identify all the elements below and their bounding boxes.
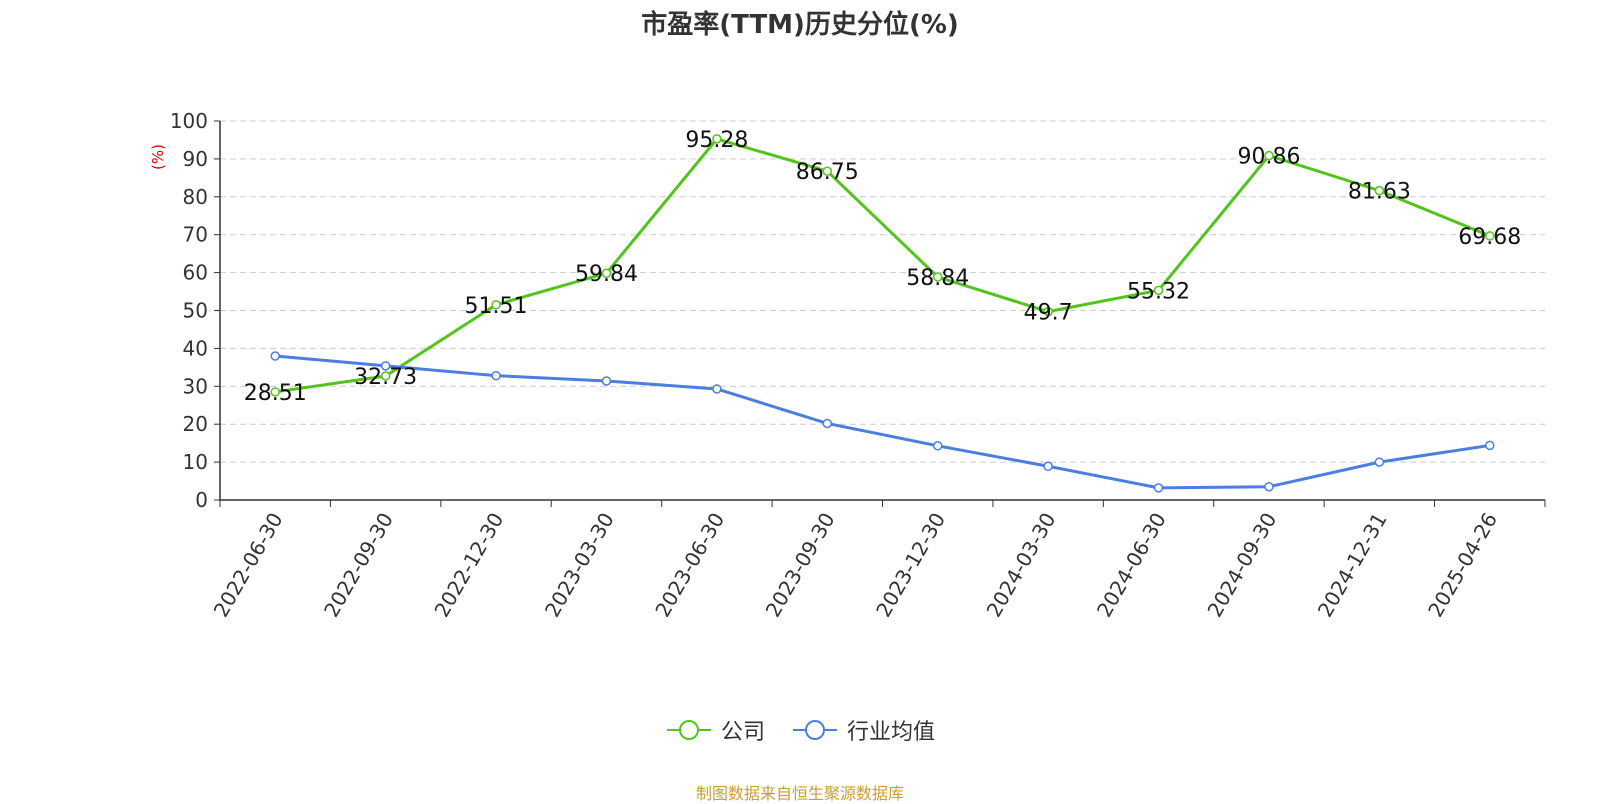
- data-point-1: [380, 361, 391, 371]
- data-label: 95.28: [685, 128, 748, 153]
- y-tick-label: 70: [183, 223, 208, 247]
- series-line-0: [274, 137, 1491, 394]
- data-point-1: [270, 351, 280, 361]
- y-tick-label: 0: [195, 488, 208, 512]
- data-label: 49.7: [1024, 301, 1073, 326]
- y-tick-label: 60: [183, 261, 208, 285]
- legend-item-company[interactable]: 公司: [665, 714, 765, 746]
- x-tick-label: 2022-06-30: [209, 509, 288, 622]
- data-label: 90.86: [1237, 145, 1300, 170]
- x-tick-label: 2023-12-30: [871, 509, 950, 622]
- data-label: 55.32: [1127, 279, 1190, 304]
- data-point-1: [712, 384, 722, 394]
- data-point-0: [270, 387, 280, 397]
- x-tick-label: 2024-06-30: [1092, 509, 1171, 622]
- data-label: 51.51: [465, 294, 528, 319]
- data-point-1: [1153, 483, 1164, 493]
- y-tick-label: 50: [183, 299, 208, 323]
- series-line-1: [275, 354, 1491, 490]
- x-tick-label: 2023-06-30: [650, 509, 729, 622]
- data-point-0: [712, 134, 722, 144]
- data-label: 86.75: [796, 160, 859, 185]
- data-point-1: [822, 418, 833, 429]
- data-point-0: [822, 166, 833, 176]
- data-point-0: [601, 268, 612, 278]
- data-point-1: [1043, 461, 1053, 472]
- x-tick-label: 2024-12-31: [1313, 509, 1392, 622]
- y-tick-label: 30: [183, 374, 208, 398]
- y-tick-label: 80: [183, 185, 208, 209]
- data-point-1: [1485, 440, 1495, 451]
- data-point-1: [1374, 457, 1385, 467]
- y-tick-label: 40: [183, 336, 208, 360]
- y-axis-label: (%): [149, 144, 167, 170]
- x-tick-label: 2022-09-30: [319, 509, 398, 622]
- x-tick-label: 2023-03-30: [540, 509, 619, 622]
- data-label: 69.68: [1458, 225, 1521, 250]
- data-label: 58.84: [906, 266, 969, 291]
- y-tick-label: 90: [183, 147, 208, 171]
- data-point-0: [1374, 185, 1385, 196]
- x-tick-label: 2024-09-30: [1202, 509, 1281, 622]
- data-point-1: [1264, 481, 1274, 492]
- data-point-0: [1264, 150, 1274, 161]
- legend-item-industry-average[interactable]: 行业均值: [791, 714, 935, 746]
- data-point-0: [491, 300, 501, 310]
- legend: 公司 行业均值: [0, 714, 1600, 746]
- source-note: 制图数据来自恒生聚源数据库: [695, 784, 904, 803]
- legend-company-marker-icon: [666, 720, 711, 740]
- data-point-0: [1153, 285, 1164, 296]
- data-point-0: [932, 272, 943, 282]
- y-tick-label: 10: [183, 450, 208, 474]
- data-point-0: [1043, 306, 1053, 317]
- x-tick-label: 2022-12-30: [429, 509, 508, 622]
- x-tick-label: 2024-03-30: [982, 509, 1061, 622]
- legend-industry-marker-icon: [793, 720, 837, 740]
- x-tick-label: 2023-09-30: [761, 509, 840, 622]
- data-point-0: [1485, 231, 1495, 241]
- data-point-1: [601, 376, 612, 386]
- data-label: 28.51: [244, 381, 307, 406]
- y-tick-label: 100: [170, 109, 208, 133]
- x-tick-label: 2025-04-26: [1423, 509, 1502, 622]
- chart-title: 市盈率(TTM)历史分位(%): [641, 10, 959, 40]
- data-point-1: [491, 370, 501, 381]
- legend-label-industry-average: 行业均值: [847, 720, 936, 745]
- legend-label-company: 公司: [720, 720, 765, 745]
- data-label: 59.84: [575, 262, 638, 287]
- data-label: 32.73: [354, 365, 417, 390]
- data-label: 81.63: [1348, 180, 1411, 205]
- data-point-0: [380, 371, 391, 381]
- y-tick-label: 20: [183, 412, 208, 436]
- data-point-1: [932, 441, 943, 451]
